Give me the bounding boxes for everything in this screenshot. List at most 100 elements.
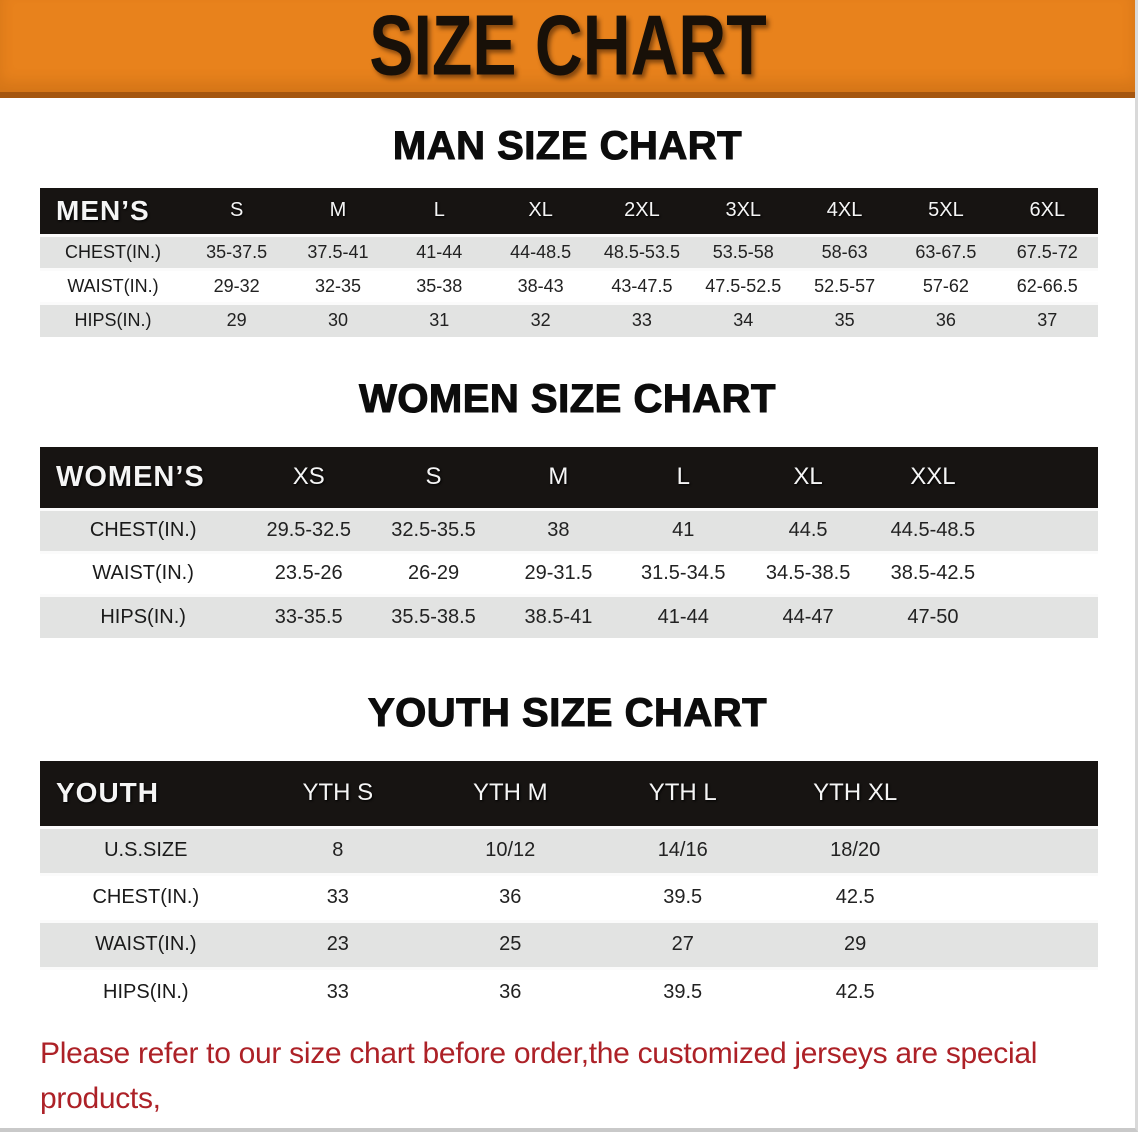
women-row-spacer bbox=[995, 595, 1098, 638]
women-size-table: WOMEN’S XS S M L XL XXL CHEST(IN.) 29.5-32.5 32.5… bbox=[40, 447, 1098, 638]
women-cell: 23.5-26 bbox=[246, 552, 372, 595]
men-corner-label: MEN’S bbox=[56, 194, 150, 226]
men-cell: 38-43 bbox=[489, 269, 592, 303]
youth-row-ussize: U.S.SIZE 8 10/12 14/16 18/20 bbox=[40, 827, 1098, 874]
women-column-header-4: L bbox=[676, 463, 690, 491]
youth-row-spacer bbox=[941, 921, 1098, 968]
section-women: WOMEN SIZE CHART WOMEN’S XS S M L XL XXL CHEST(… bbox=[0, 376, 1135, 638]
men-cell: 31 bbox=[388, 303, 490, 337]
women-cell: 31.5-34.5 bbox=[620, 552, 746, 595]
women-header-spacer bbox=[995, 447, 1098, 509]
men-cell: 67.5-72 bbox=[996, 235, 1098, 269]
men-row-label: CHEST(IN.) bbox=[40, 235, 186, 269]
men-column-header-2: M bbox=[329, 199, 347, 222]
youth-cell: 14/16 bbox=[596, 827, 769, 874]
youth-corner-label: YOUTH bbox=[56, 777, 159, 809]
youth-cell: 33 bbox=[251, 874, 425, 921]
youth-size-table: YOUTH YTH S YTH M YTH L YTH XL U.S.SIZE 8 10/12… bbox=[40, 761, 1098, 1015]
men-cell: 32-35 bbox=[287, 269, 389, 303]
men-cell: 58-63 bbox=[793, 235, 896, 269]
women-row-hipsin: HIPS(IN.) 33-35.5 35.5-38.5 38.5-41 41-44 44-… bbox=[40, 595, 1098, 638]
women-cell: 34.5-38.5 bbox=[745, 552, 871, 595]
youth-header-row: YOUTH YTH S YTH M YTH L YTH XL bbox=[40, 761, 1098, 827]
youth-cell: 33 bbox=[251, 968, 425, 1015]
women-row-spacer bbox=[995, 509, 1098, 552]
men-size-table: MEN’S S M L XL 2XL 3XL 4XL 5XL 6XL CHEST(IN.) 35-37… bbox=[40, 188, 1098, 337]
men-cell: 35 bbox=[793, 303, 896, 337]
men-cell: 37.5-41 bbox=[287, 235, 389, 269]
youth-cell: 39.5 bbox=[596, 968, 769, 1015]
women-cell: 29-31.5 bbox=[495, 552, 621, 595]
women-header-row: WOMEN’S XS S M L XL XXL bbox=[40, 447, 1098, 509]
men-section-heading: MAN SIZE CHART bbox=[392, 123, 743, 168]
youth-cell: 42.5 bbox=[768, 968, 942, 1015]
men-cell: 41-44 bbox=[388, 235, 490, 269]
women-corner-label: WOMEN’S bbox=[56, 460, 205, 493]
women-row-waistin: WAIST(IN.) 23.5-26 26-29 29-31.5 31.5-34.5 34… bbox=[40, 552, 1098, 595]
youth-row-label: HIPS(IN.) bbox=[40, 968, 252, 1015]
women-column-header-3: M bbox=[548, 463, 569, 491]
men-cell: 29-32 bbox=[185, 269, 288, 303]
women-cell: 29.5-32.5 bbox=[246, 509, 372, 552]
youth-cell: 36 bbox=[424, 968, 597, 1015]
disclaimer-line-1: Please refer to our size chart before or… bbox=[40, 1037, 1038, 1115]
youth-cell: 25 bbox=[424, 921, 597, 968]
youth-row-label: CHEST(IN.) bbox=[40, 874, 252, 921]
women-cell: 41-44 bbox=[620, 595, 746, 638]
men-cell: 33 bbox=[591, 303, 693, 337]
men-cell: 57-62 bbox=[895, 269, 997, 303]
youth-cell: 8 bbox=[251, 827, 425, 874]
youth-row-label: WAIST(IN.) bbox=[40, 921, 252, 968]
women-cell: 38 bbox=[495, 509, 621, 552]
women-cell: 44.5 bbox=[745, 509, 871, 552]
women-row-label: WAIST(IN.) bbox=[40, 552, 247, 595]
men-column-header-4: XL bbox=[528, 199, 553, 222]
men-cell: 53.5-58 bbox=[692, 235, 794, 269]
men-cell: 63-67.5 bbox=[895, 235, 997, 269]
women-section-heading: WOMEN SIZE CHART bbox=[359, 376, 776, 421]
men-cell: 44-48.5 bbox=[489, 235, 592, 269]
women-cell: 38.5-41 bbox=[495, 595, 621, 638]
youth-cell: 36 bbox=[424, 874, 597, 921]
youth-cell: 10/12 bbox=[424, 827, 597, 874]
women-cell: 44.5-48.5 bbox=[870, 509, 996, 552]
men-column-header-1: S bbox=[229, 199, 244, 222]
men-cell: 35-38 bbox=[388, 269, 490, 303]
youth-cell: 39.5 bbox=[596, 874, 769, 921]
men-column-header-5: 2XL bbox=[624, 199, 660, 222]
men-cell: 34 bbox=[692, 303, 794, 337]
men-row-hipsin: HIPS(IN.) 29 30 31 32 33 34 35 36 37 bbox=[40, 303, 1098, 337]
men-cell: 62-66.5 bbox=[996, 269, 1098, 303]
men-column-header-8: 5XL bbox=[928, 199, 964, 222]
banner: SIZE CHART bbox=[0, 0, 1135, 98]
section-men: MAN SIZE CHART MEN’S S M L XL 2XL 3XL 4XL 5XL 6XL… bbox=[0, 123, 1135, 337]
men-cell: 37 bbox=[996, 303, 1098, 337]
women-column-header-2: S bbox=[425, 463, 442, 491]
men-column-header-6: 3XL bbox=[725, 199, 762, 222]
women-row-spacer bbox=[995, 552, 1098, 595]
women-row-chestin: CHEST(IN.) 29.5-32.5 32.5-35.5 38 41 44.5 44.5… bbox=[40, 509, 1098, 552]
women-row-label: HIPS(IN.) bbox=[40, 595, 247, 638]
youth-cell: 23 bbox=[251, 921, 425, 968]
youth-column-header-3: YTH L bbox=[648, 779, 717, 807]
men-header-row: MEN’S S M L XL 2XL 3XL 4XL 5XL 6XL bbox=[40, 188, 1098, 235]
youth-row-waistin: WAIST(IN.) 23 25 27 29 bbox=[40, 921, 1098, 968]
youth-cell: 42.5 bbox=[768, 874, 942, 921]
men-column-header-3: L bbox=[433, 199, 445, 222]
men-cell: 43-47.5 bbox=[591, 269, 693, 303]
women-cell: 33-35.5 bbox=[246, 595, 372, 638]
youth-row-hipsin: HIPS(IN.) 33 36 39.5 42.5 bbox=[40, 968, 1098, 1015]
youth-row-label: U.S.SIZE bbox=[40, 827, 252, 874]
men-cell: 48.5-53.5 bbox=[591, 235, 693, 269]
youth-cell: 27 bbox=[596, 921, 769, 968]
youth-header-spacer bbox=[941, 761, 1098, 827]
youth-row-chestin: CHEST(IN.) 33 36 39.5 42.5 bbox=[40, 874, 1098, 921]
women-cell: 38.5-42.5 bbox=[870, 552, 996, 595]
women-cell: 26-29 bbox=[371, 552, 496, 595]
men-cell: 29 bbox=[185, 303, 288, 337]
men-column-header-9: 6XL bbox=[1029, 199, 1066, 222]
women-cell: 44-47 bbox=[745, 595, 871, 638]
women-row-label: CHEST(IN.) bbox=[40, 509, 247, 552]
men-row-chestin: CHEST(IN.) 35-37.5 37.5-41 41-44 44-48.5 48.5… bbox=[40, 235, 1098, 269]
